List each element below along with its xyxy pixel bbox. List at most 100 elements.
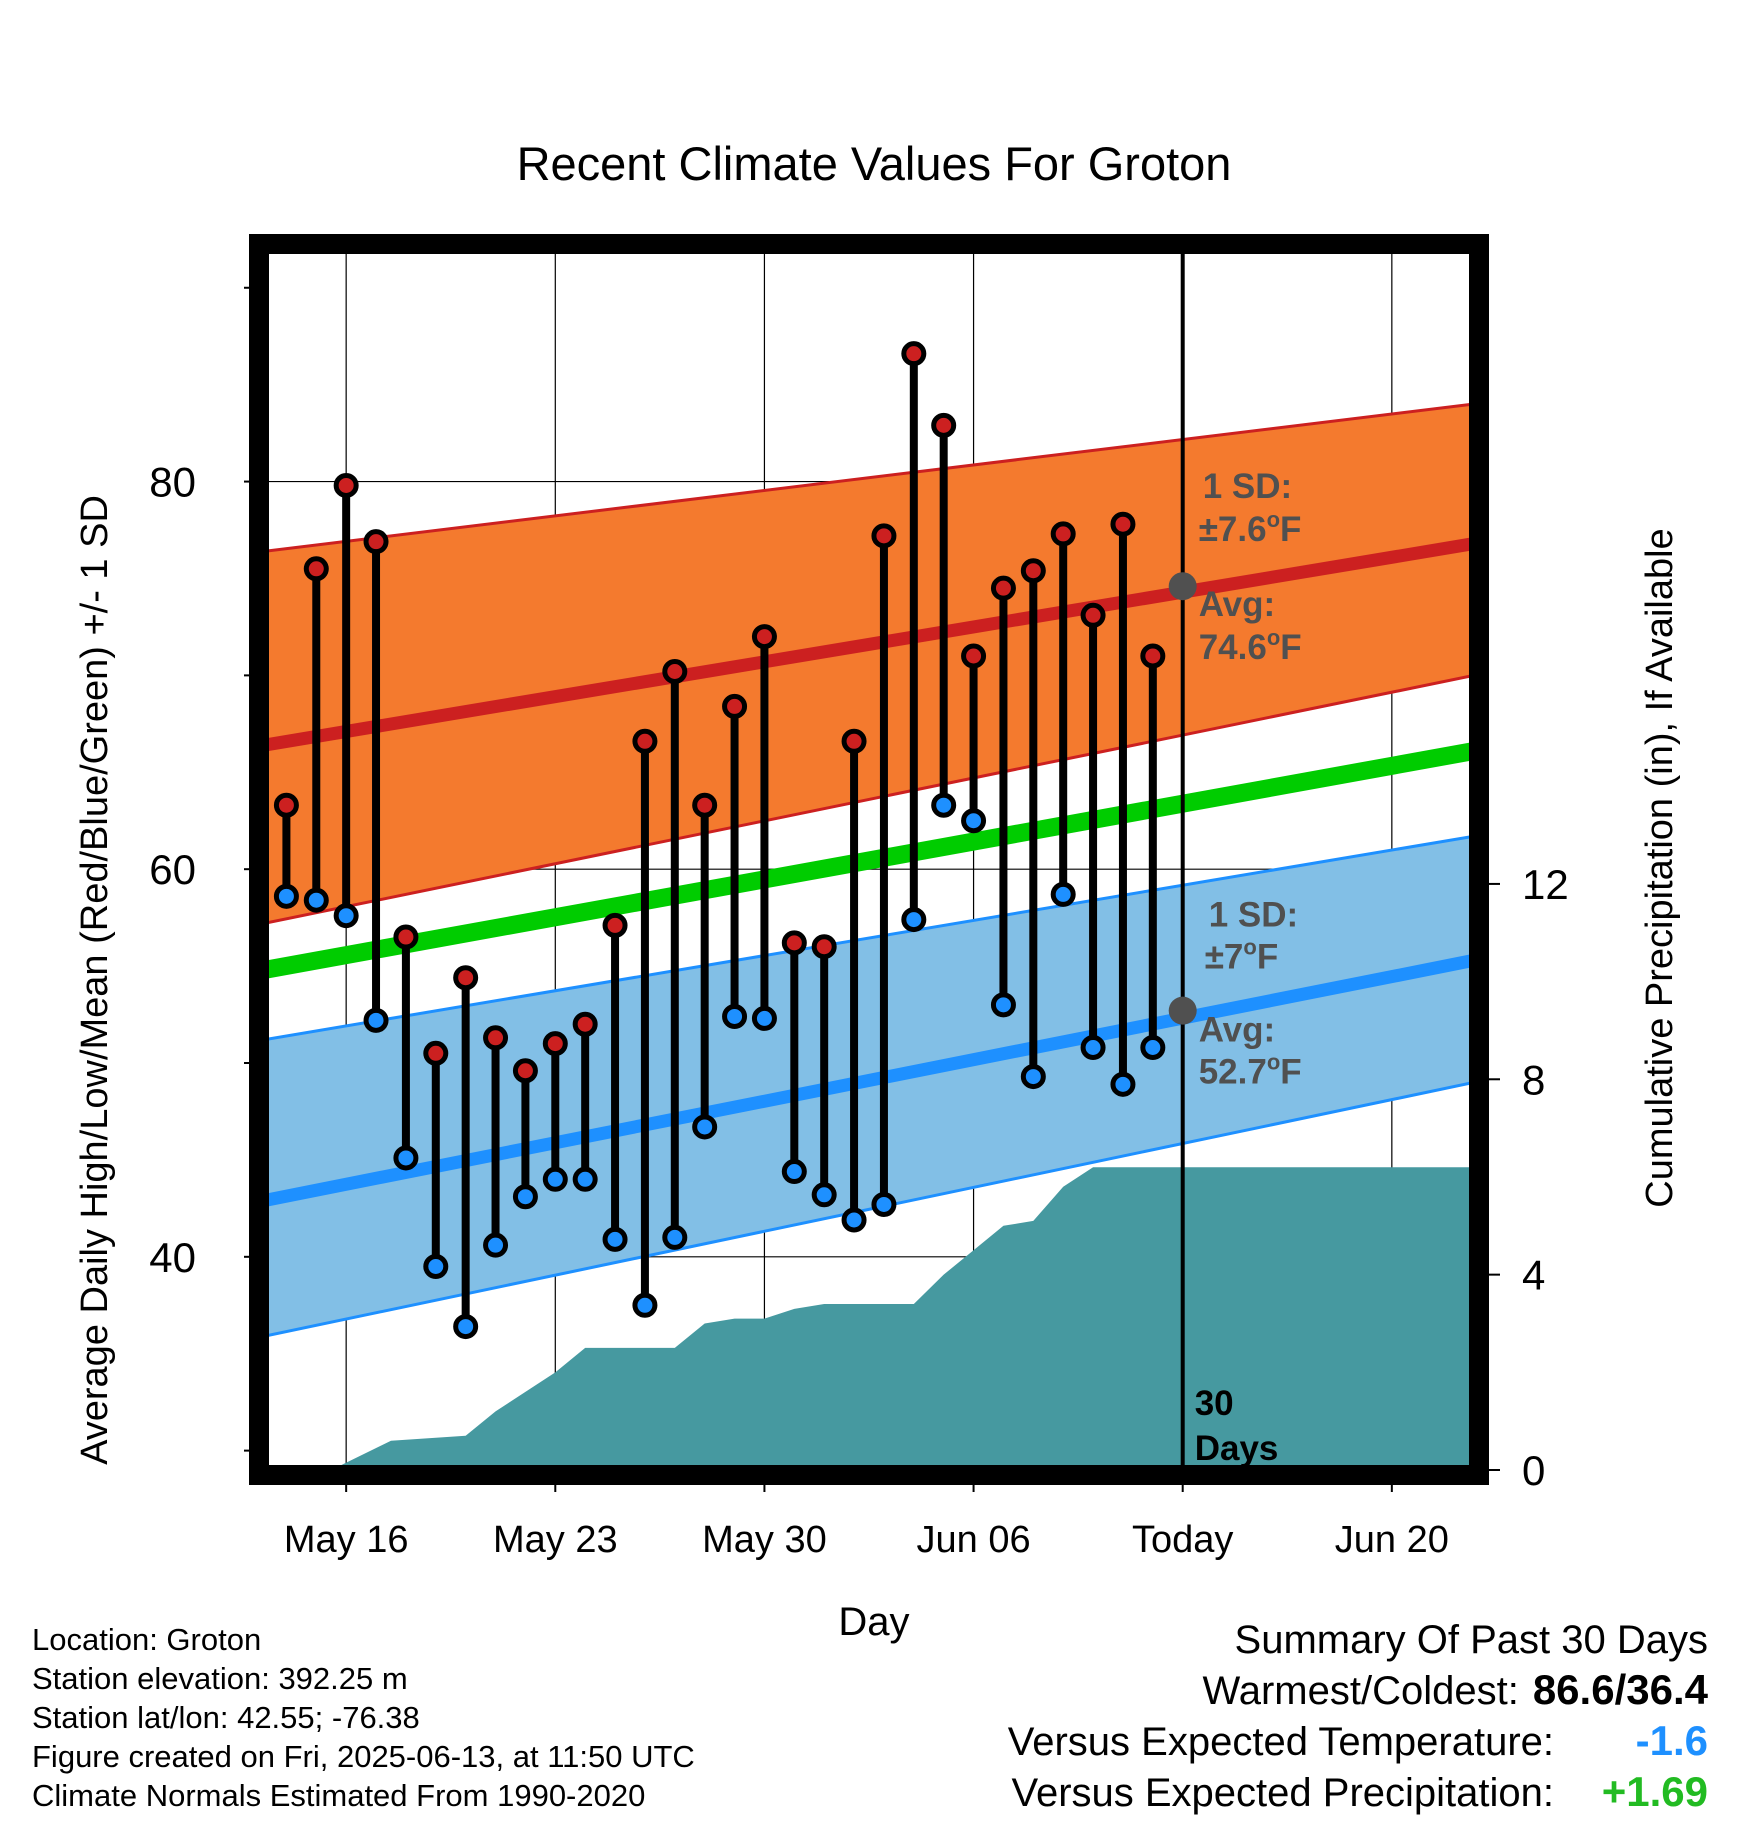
high-avg-label: Avg: xyxy=(1199,585,1275,624)
summary-temp: Versus Expected Temperature: -1.6 xyxy=(1008,1716,1708,1767)
high-sd-label: 1 SD: xyxy=(1203,467,1292,506)
warm-cold-label: Warmest/Coldest: xyxy=(1202,1669,1519,1713)
daily-low-point xyxy=(931,792,957,818)
daily-low-point xyxy=(990,992,1016,1018)
low-sd-value: ±7oF xyxy=(1205,935,1279,977)
high-avg-today-marker xyxy=(1168,572,1197,601)
summary-warm-cold: Warmest/Coldest: 86.6/36.4 xyxy=(1008,1665,1708,1716)
daily-low-point xyxy=(841,1207,867,1233)
summary-panel: Summary Of Past 30 Days Warmest/Coldest:… xyxy=(1008,1615,1708,1818)
daily-low-point xyxy=(811,1182,837,1208)
daily-high-point xyxy=(542,1031,568,1057)
daily-low-point xyxy=(871,1191,897,1217)
daily-high-point xyxy=(273,792,299,818)
daily-low-point xyxy=(961,808,987,834)
low-avg-today-marker xyxy=(1168,996,1197,1025)
station-info: Location: Groton Station elevation: 392.… xyxy=(32,1620,695,1815)
high-sd-band-upper-edge xyxy=(264,402,1474,553)
daily-high-point xyxy=(662,659,688,685)
daily-high-point xyxy=(632,728,658,754)
daily-high-point xyxy=(871,523,897,549)
warm-cold-value: 86.6/36.4 xyxy=(1532,1666,1708,1713)
daily-high-point xyxy=(303,556,329,582)
daily-low-point xyxy=(1110,1071,1136,1097)
chart-title: Recent Climate Values For Groton xyxy=(517,137,1232,190)
daily-low-point xyxy=(692,1114,718,1140)
daily-low-point xyxy=(1050,881,1076,907)
low-avg-label: Avg: xyxy=(1199,1011,1275,1050)
temp-deviation-value: -1.6 xyxy=(1635,1717,1708,1764)
y2-tick-label: 4 xyxy=(1522,1252,1545,1299)
daily-high-point xyxy=(363,529,389,555)
high-avg-value: 74.6oF xyxy=(1199,625,1302,667)
daily-low-point xyxy=(1140,1034,1166,1060)
daily-low-point xyxy=(632,1292,658,1318)
daily-low-point xyxy=(781,1159,807,1185)
y-tick-label: 40 xyxy=(149,1234,196,1281)
high-sd-band xyxy=(264,404,1474,924)
daily-high-point xyxy=(1140,643,1166,669)
daily-low-point xyxy=(363,1007,389,1033)
daily-high-point xyxy=(901,341,927,367)
station-latlon: Station lat/lon: 42.55; -76.38 xyxy=(32,1700,420,1735)
daily-low-point xyxy=(751,1005,777,1031)
daily-high-point xyxy=(961,643,987,669)
summary-title: Summary Of Past 30 Days xyxy=(1234,1618,1708,1662)
today-days-label: Days xyxy=(1195,1429,1279,1468)
daily-high-point xyxy=(990,575,1016,601)
low-sd-label: 1 SD: xyxy=(1209,896,1298,935)
daily-low-point xyxy=(333,903,359,929)
plot-frame xyxy=(249,234,1489,1485)
daily-high-point xyxy=(1080,602,1106,628)
high-sd-band-lower-edge xyxy=(264,673,1474,925)
plot-content xyxy=(264,249,1474,1470)
y2-tick-label: 8 xyxy=(1522,1056,1545,1103)
daily-high-point xyxy=(1050,521,1076,547)
y-axis-label: Average Daily High/Low/Mean (Red/Blue/Gr… xyxy=(74,495,116,1465)
daily-high-point xyxy=(602,912,628,938)
daily-low-point xyxy=(393,1145,419,1171)
daily-high-point xyxy=(512,1058,538,1084)
daily-low-point xyxy=(1080,1034,1106,1060)
y2-tick-label: 12 xyxy=(1522,861,1569,908)
x-axis-label: Day xyxy=(838,1600,909,1644)
daily-low-point xyxy=(453,1314,479,1340)
daily-high-point xyxy=(781,930,807,956)
daily-high-point xyxy=(1020,558,1046,584)
daily-low-point xyxy=(423,1254,449,1279)
x-tick-label: May 30 xyxy=(702,1519,827,1561)
daily-high-point xyxy=(841,728,867,754)
daily-high-point xyxy=(811,934,837,960)
x-tick-label: May 23 xyxy=(493,1519,618,1561)
y-tick-label: 80 xyxy=(149,459,196,506)
daily-low-point xyxy=(303,887,329,913)
daily-high-point xyxy=(722,693,748,719)
daily-high-point xyxy=(423,1040,449,1066)
daily-low-point xyxy=(512,1184,538,1210)
daily-high-point xyxy=(333,472,359,498)
daily-low-point xyxy=(572,1166,598,1192)
daily-low-point xyxy=(273,883,299,909)
climate-normals-period: Climate Normals Estimated From 1990-2020 xyxy=(32,1778,646,1813)
y2-tick-label: 0 xyxy=(1522,1447,1545,1494)
y2-axis-label: Cumulative Precipitation (in), If Availa… xyxy=(1639,528,1681,1207)
daily-low-point xyxy=(901,907,927,933)
high-avg-line xyxy=(264,537,1474,752)
daily-low-point xyxy=(662,1224,688,1250)
daily-low-point xyxy=(483,1232,509,1258)
figure-created: Figure created on Fri, 2025-06-13, at 11… xyxy=(32,1739,695,1774)
today-days-number: 30 xyxy=(1195,1384,1234,1423)
daily-high-point xyxy=(572,1011,598,1037)
daily-high-point xyxy=(692,792,718,818)
daily-low-point xyxy=(542,1166,568,1192)
precip-area xyxy=(264,1167,1474,1470)
daily-low-point xyxy=(722,1003,748,1029)
station-elevation: Station elevation: 392.25 m xyxy=(32,1661,408,1696)
low-avg-value: 52.7oF xyxy=(1199,1050,1302,1092)
precip-deviation-value: +1.69 xyxy=(1601,1768,1708,1815)
x-tick-label: May 16 xyxy=(284,1519,409,1561)
daily-high-point xyxy=(483,1025,509,1051)
temp-deviation-label: Versus Expected Temperature: xyxy=(1007,1720,1554,1764)
